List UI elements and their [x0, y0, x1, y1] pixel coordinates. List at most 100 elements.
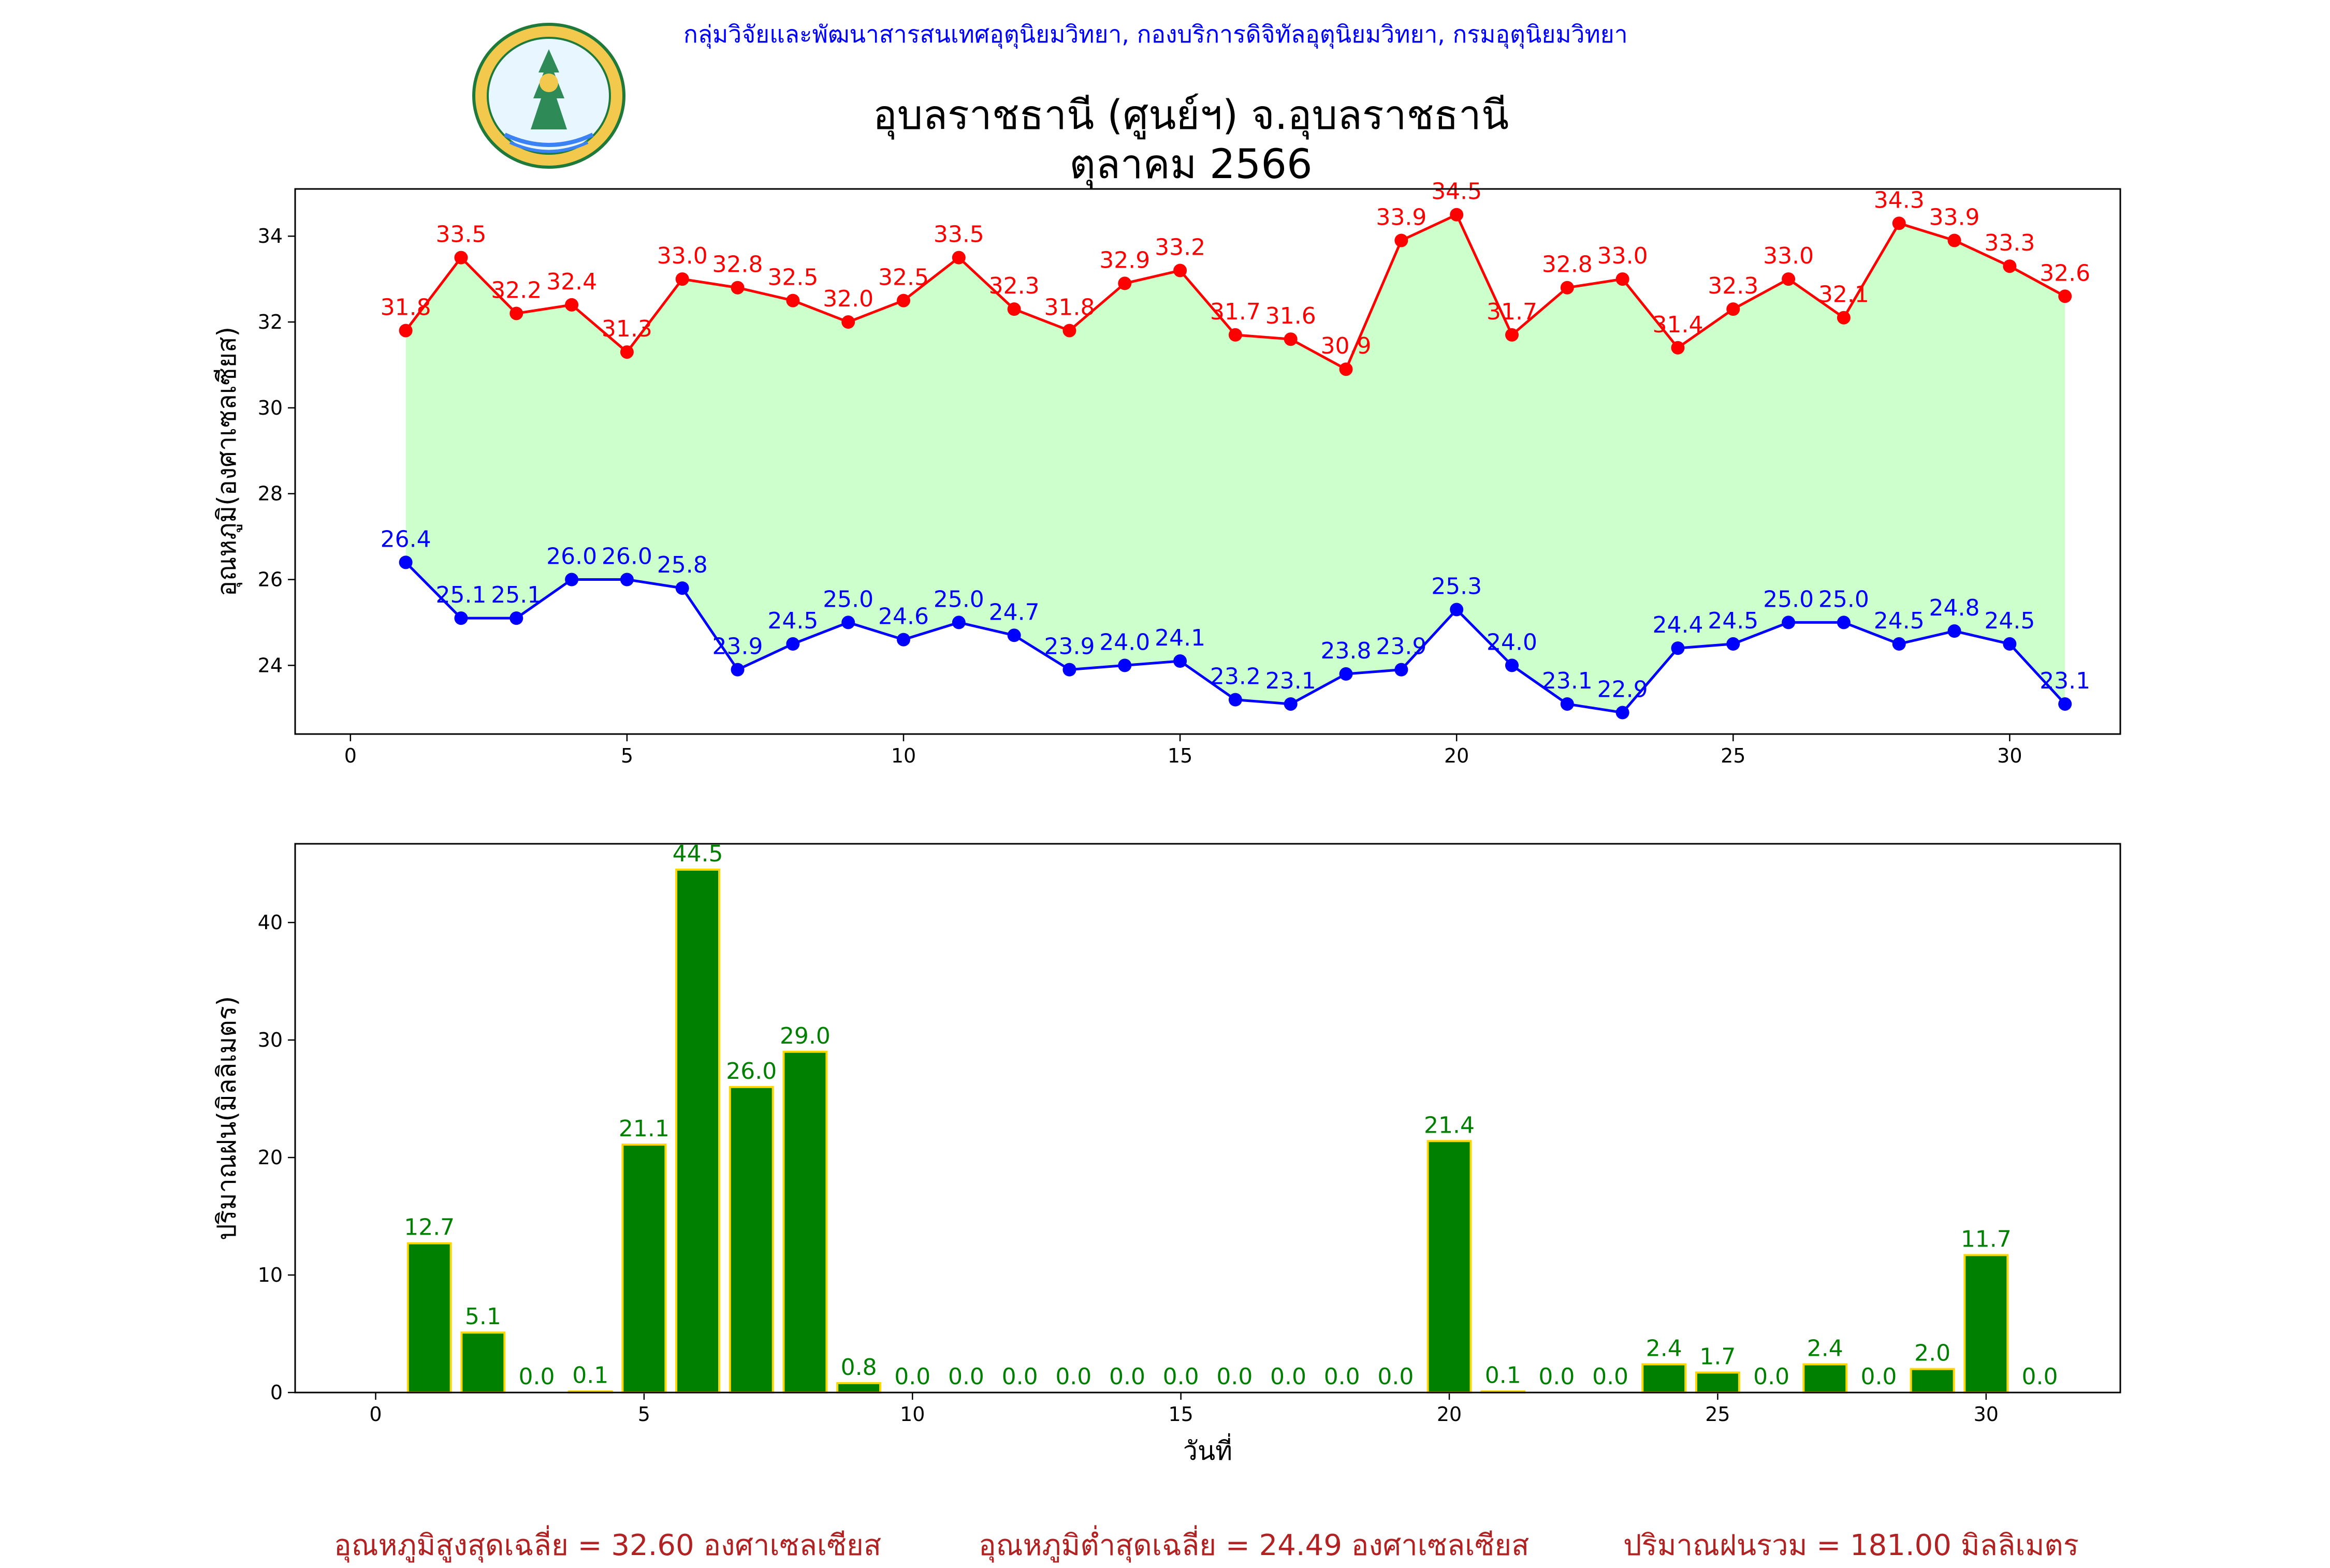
min-temp-point: [897, 633, 910, 647]
max-temp-label: 34.3: [1874, 187, 1925, 213]
min-temp-point: [1339, 667, 1353, 681]
max-temp-label: 31.3: [602, 316, 652, 342]
rain-value-label: 0.0: [2021, 1364, 2058, 1390]
max-temp-point: [620, 345, 634, 359]
y-tick-label: 0: [270, 1381, 283, 1404]
min-temp-label: 22.9: [1597, 677, 1648, 703]
rain-bar: [1641, 1363, 1687, 1394]
min-temp-label: 24.4: [1652, 612, 1703, 638]
max-temp-label: 32.5: [767, 265, 818, 291]
max-temp-point: [1173, 263, 1187, 277]
max-temp-label: 32.3: [989, 273, 1040, 299]
min-temp-point: [841, 616, 855, 629]
max-temp-label: 31.8: [1044, 295, 1095, 321]
rain-bar: [1426, 1140, 1472, 1394]
max-temp-point: [565, 298, 579, 312]
max-temp-point: [1228, 328, 1242, 342]
min-temp-point: [952, 616, 966, 629]
max-temp-label: 31.8: [381, 295, 431, 321]
min-temp-point: [1228, 693, 1242, 707]
min-temp-label: 24.5: [767, 608, 818, 634]
max-temp-point: [1671, 341, 1685, 355]
rain-value-label: 0.0: [519, 1364, 555, 1390]
min-temp-point: [565, 573, 579, 587]
min-temp-label: 24.5: [1984, 608, 2035, 634]
min-temp-label: 24.1: [1155, 625, 1205, 651]
x-tick-label: 25: [1721, 744, 1745, 767]
x-tick-label: 5: [638, 1403, 650, 1426]
rain-bar: [406, 1242, 452, 1394]
max-temp-label: 31.6: [1265, 303, 1316, 329]
max-temp-point: [952, 251, 966, 265]
min-temp-point: [2058, 697, 2072, 711]
min-temp-label: 23.1: [1265, 668, 1316, 694]
min-temp-point: [1505, 658, 1519, 672]
y-tick-label: 30: [258, 1029, 283, 1051]
max-temp-point: [1505, 328, 1519, 342]
max-temp-point: [1782, 272, 1796, 286]
footer-avg-max: อุณหภูมิสูงสุดเฉลี่ย = 32.60 องศาเซลเซีย…: [334, 1529, 882, 1562]
min-temp-label: 23.9: [1376, 634, 1426, 660]
max-temp-point: [1947, 233, 1961, 247]
y-tick-label: 10: [258, 1264, 283, 1286]
temperature-plot-frame: [294, 188, 2121, 735]
rain-value-label: 0.0: [1163, 1364, 1199, 1390]
rain-value-label: 0.0: [1324, 1364, 1360, 1390]
min-temp-point: [1394, 663, 1408, 677]
rain-value-label: 0.0: [1216, 1364, 1253, 1390]
min-temp-label: 23.9: [712, 634, 763, 660]
min-temp-label: 25.3: [1431, 574, 1482, 600]
max-temp-point: [1394, 233, 1408, 247]
min-temp-label: 24.7: [989, 599, 1040, 625]
max-temp-label: 32.6: [2040, 260, 2090, 286]
y-tick-label: 20: [258, 1146, 283, 1169]
min-temp-label: 23.2: [1210, 664, 1261, 690]
x-tick-label: 20: [1437, 1403, 1462, 1426]
max-temp-point: [1615, 272, 1629, 286]
max-temp-label: 33.2: [1155, 235, 1205, 261]
min-temp-label: 23.1: [2040, 668, 2090, 694]
max-temp-label: 32.2: [491, 277, 542, 303]
rain-value-label: 29.0: [780, 1023, 831, 1049]
max-temp-point: [786, 294, 800, 307]
y-axis-label: อุณหภูมิ(องศาเซลเซียส): [212, 327, 242, 596]
min-temp-label: 25.0: [1818, 586, 1869, 612]
max-temp-point: [731, 281, 745, 295]
min-temp-point: [1615, 706, 1629, 720]
max-temp-label: 32.5: [878, 265, 929, 291]
rain-value-label: 0.0: [894, 1364, 930, 1390]
max-temp-point: [2058, 289, 2072, 303]
max-temp-label: 32.3: [1708, 273, 1758, 299]
max-temp-label: 33.0: [1763, 243, 1814, 269]
x-tick-label: 20: [1444, 744, 1469, 767]
min-temp-point: [731, 663, 745, 677]
rain-value-label: 0.1: [572, 1362, 608, 1389]
rain-value-label: 0.8: [841, 1354, 877, 1381]
max-temp-point: [1062, 324, 1076, 338]
max-temp-point: [454, 251, 468, 265]
max-temp-point: [1450, 208, 1464, 222]
max-temp-point: [1837, 311, 1851, 325]
y-tick-label: 26: [258, 568, 283, 591]
max-temp-point: [1892, 216, 1906, 230]
min-temp-label: 24.5: [1874, 608, 1925, 634]
rain-value-label: 44.5: [673, 841, 723, 867]
min-temp-point: [509, 611, 523, 625]
y-tick-label: 24: [258, 654, 283, 677]
max-temp-point: [1118, 276, 1132, 290]
rain-value-label: 0.0: [1270, 1364, 1306, 1390]
rain-bar: [460, 1331, 506, 1394]
min-temp-label: 25.8: [657, 552, 708, 578]
rain-value-label: 0.0: [1055, 1364, 1091, 1390]
max-temp-label: 34.5: [1431, 179, 1482, 205]
y-tick-label: 40: [258, 911, 283, 934]
min-temp-label: 26.0: [602, 544, 652, 570]
rain-value-label: 0.0: [1377, 1364, 1414, 1390]
max-temp-label: 33.5: [435, 222, 486, 248]
max-temp-point: [1726, 302, 1740, 316]
rain-bar: [782, 1050, 828, 1394]
max-temp-point: [675, 272, 689, 286]
min-temp-label: 24.0: [1487, 629, 1537, 655]
chart-title-month: ตุลาคม 2566: [1069, 141, 1313, 188]
